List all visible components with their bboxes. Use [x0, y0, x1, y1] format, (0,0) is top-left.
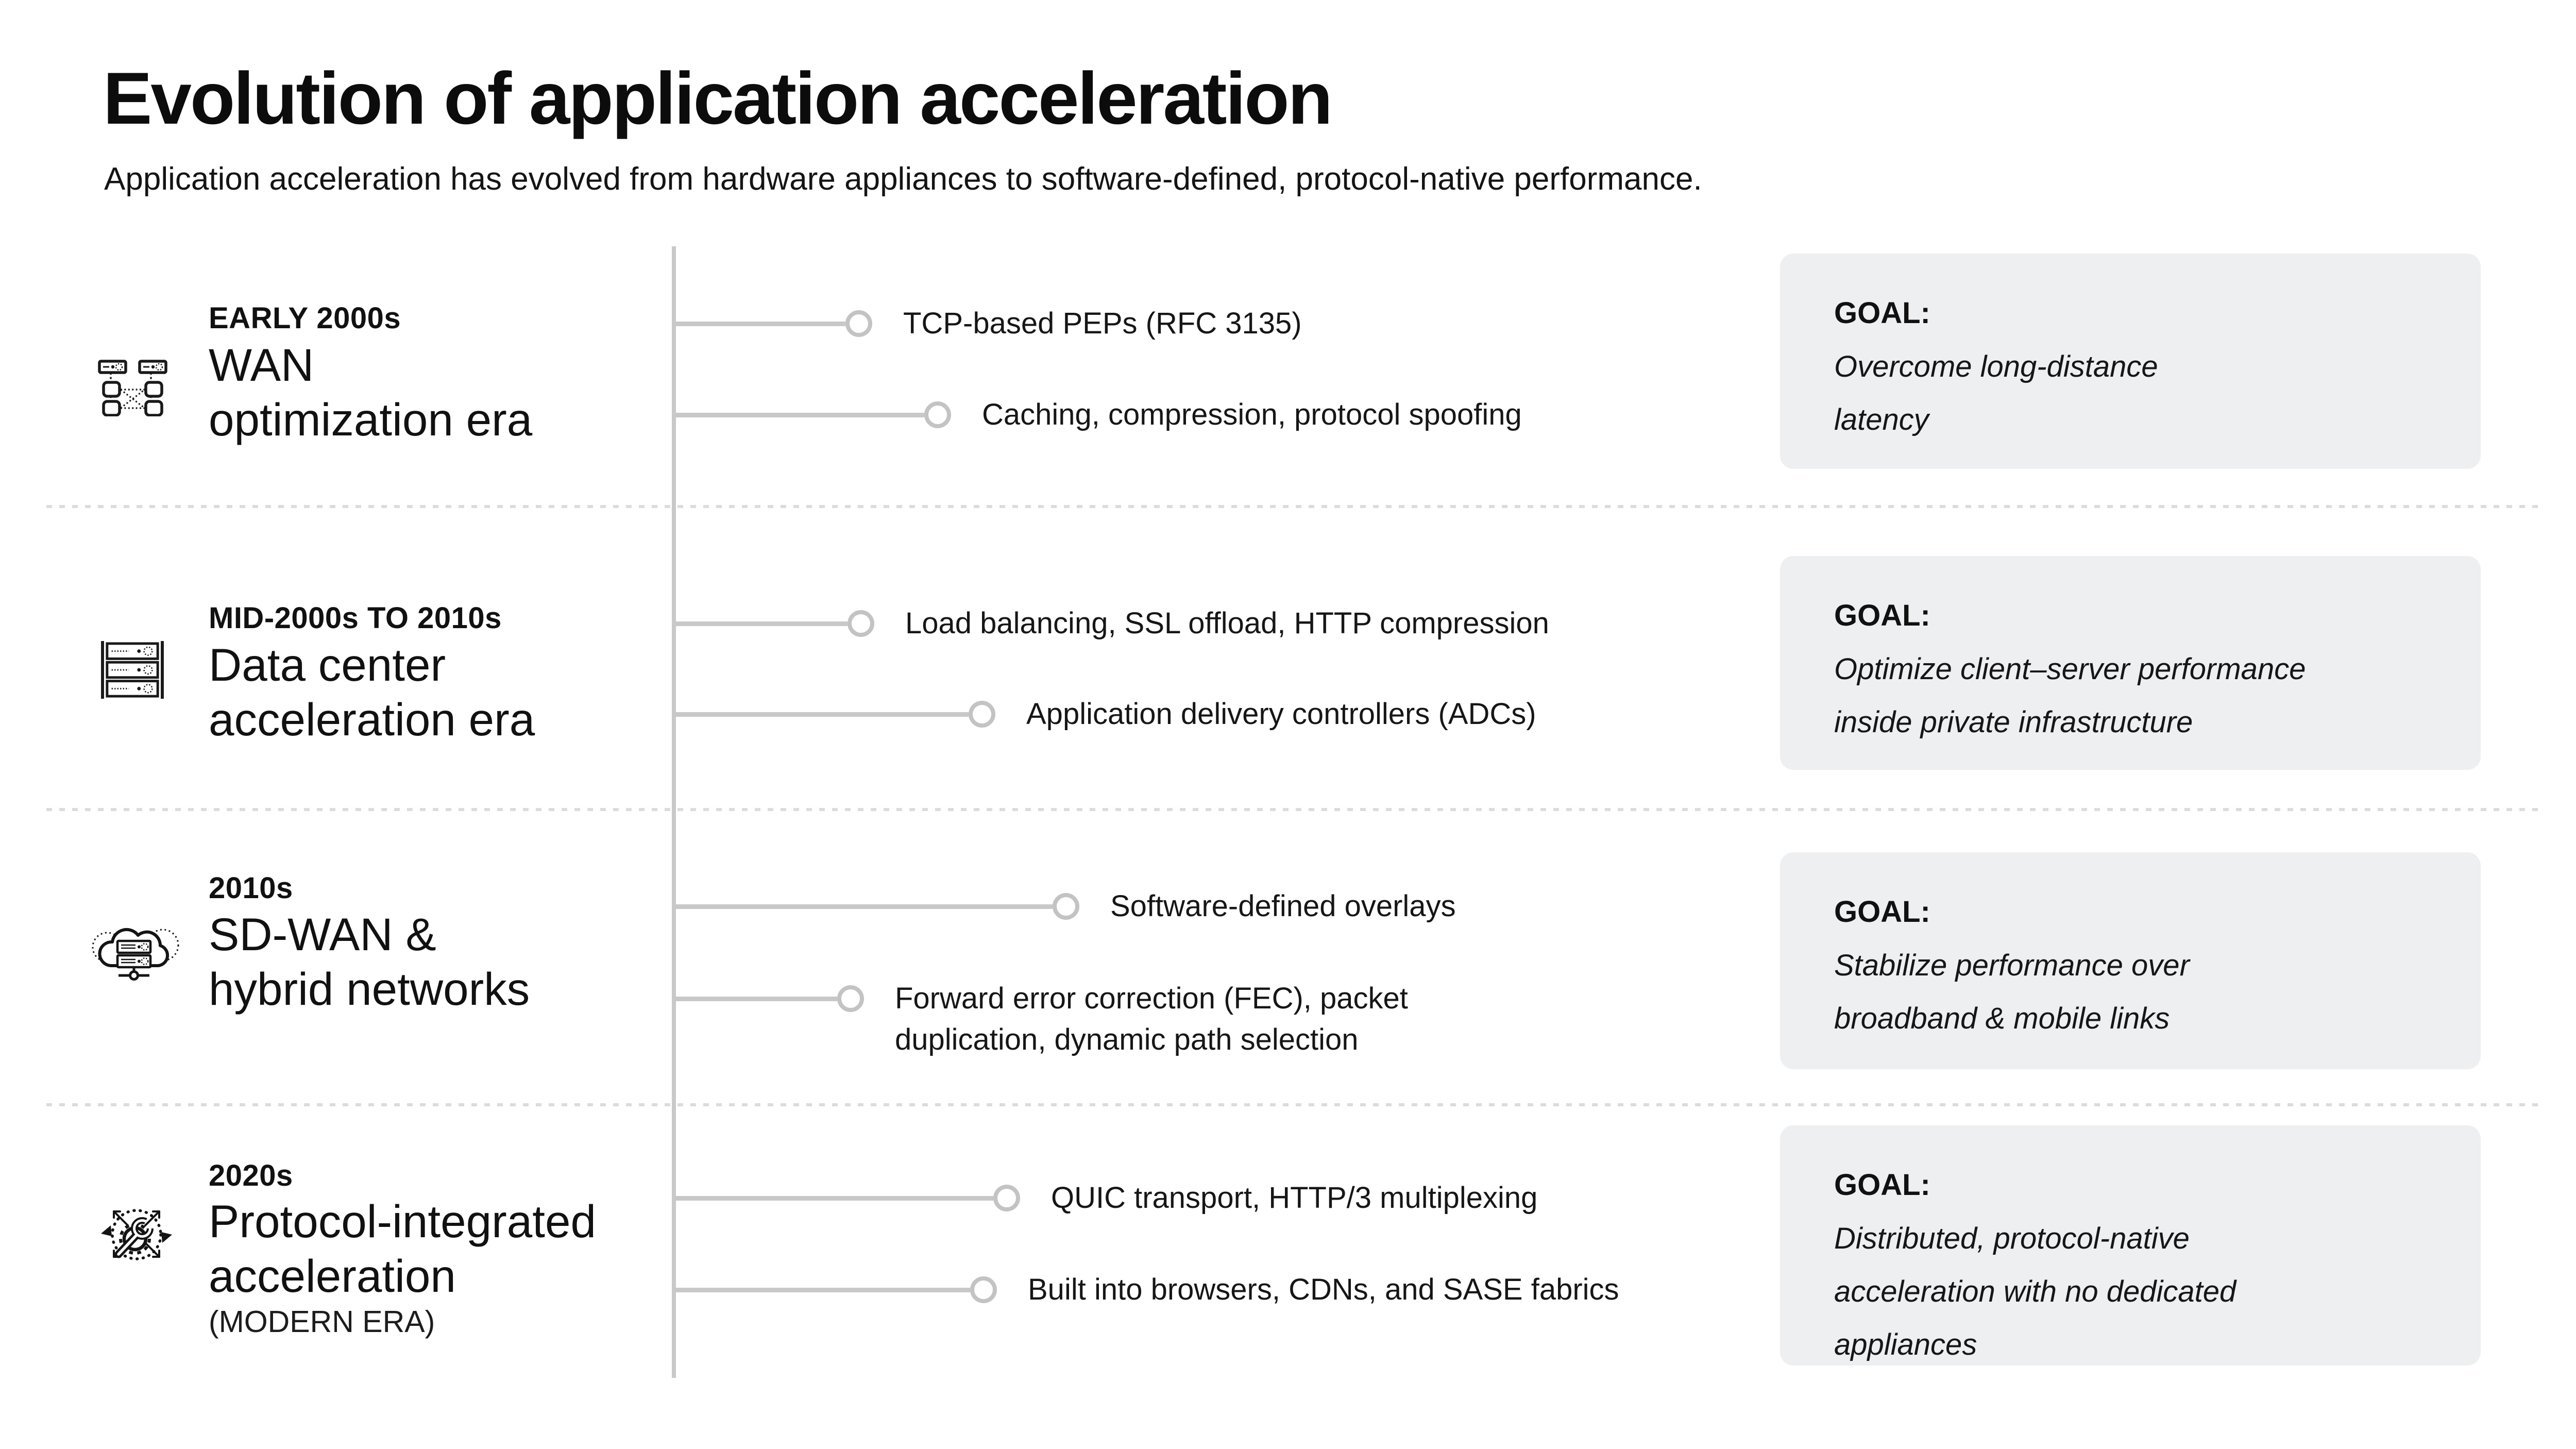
timeline-connector [674, 712, 969, 717]
timeline-connector [674, 904, 1053, 909]
goal-text: Optimize client–server performance insid… [1834, 652, 2306, 739]
era-label: 2010s [209, 871, 293, 905]
server-rack-icon [99, 640, 165, 700]
goal-card: GOAL: Distributed, protocol-native accel… [1780, 1125, 2481, 1366]
goal-card: GOAL: Optimize client–server performance… [1780, 556, 2481, 770]
timeline-connector [674, 1287, 970, 1292]
timeline-node [993, 1185, 1020, 1211]
timeline-connector [674, 321, 845, 326]
timeline-node [969, 701, 995, 728]
row-divider [46, 505, 2544, 508]
timeline-node [970, 1276, 997, 1303]
goal-card: GOAL: Overcome long-distance latency [1780, 254, 2481, 469]
goal-label: GOAL: [1834, 599, 1930, 632]
goal-label: GOAL: [1834, 895, 1930, 929]
timeline-node [837, 985, 864, 1012]
protocol-tools-icon [98, 1195, 175, 1273]
timeline-item-text: Software-defined overlays [1110, 889, 1456, 923]
wan-mesh-icon [98, 360, 167, 416]
era-label: 2020s [209, 1159, 293, 1192]
timeline-connector [674, 1195, 993, 1201]
era-note: (MODERN ERA) [209, 1305, 435, 1339]
timeline-item-text: Caching, compression, protocol spoofing [982, 398, 1522, 431]
sdwan-cloud-icon [87, 918, 182, 982]
timeline-item: Built into browsers, CDNs, and SASE fabr… [674, 1273, 1619, 1306]
timeline-item-text: Load balancing, SSL offload, HTTP compre… [905, 606, 1549, 640]
timeline-connector [674, 996, 837, 1001]
row-divider [46, 808, 2544, 811]
timeline-node [845, 310, 872, 337]
era-title: Protocol-integrated acceleration [209, 1195, 596, 1302]
goal-label: GOAL: [1834, 1168, 1930, 1202]
era-title: Data center acceleration era [209, 639, 535, 745]
timeline-item: TCP-based PEPs (RFC 3135) [674, 307, 1302, 340]
timeline-item-text: Forward error correction (FEC), packet d… [895, 982, 1408, 1056]
timeline-node [1053, 893, 1079, 920]
timeline-item: QUIC transport, HTTP/3 multiplexing [674, 1182, 1537, 1215]
timeline-item: Forward error correction (FEC), packet d… [674, 957, 1408, 1056]
era-title: SD-WAN & hybrid networks [209, 908, 530, 1015]
goal-text: Stabilize performance over broadband & m… [1834, 949, 2190, 1035]
timeline-item-text: QUIC transport, HTTP/3 multiplexing [1051, 1181, 1538, 1215]
goal-text: Overcome long-distance latency [1834, 350, 2158, 436]
page-title: Evolution of application acceleration [103, 58, 1333, 140]
timeline-item: Application delivery controllers (ADCs) [674, 698, 1536, 731]
timeline-connector [674, 621, 848, 626]
timeline-item: Load balancing, SSL offload, HTTP compre… [674, 607, 1549, 640]
goal-label: GOAL: [1834, 296, 1930, 330]
era-label: EARLY 2000s [209, 301, 401, 335]
timeline-item-text: Application delivery controllers (ADCs) [1026, 697, 1536, 731]
timeline-node [924, 401, 951, 428]
timeline-node [848, 610, 874, 637]
goal-text: Distributed, protocol-native acceleratio… [1834, 1222, 2236, 1361]
timeline-item: Caching, compression, protocol spoofing [674, 398, 1522, 431]
timeline-connector [674, 412, 924, 417]
timeline-item-text: TCP-based PEPs (RFC 3135) [903, 307, 1302, 340]
goal-card: GOAL: Stabilize performance over broadba… [1780, 852, 2481, 1069]
timeline-item: Software-defined overlays [674, 890, 1456, 923]
era-label: MID-2000s TO 2010s [209, 601, 502, 635]
era-title: WAN optimization era [209, 339, 533, 445]
row-divider [46, 1103, 2544, 1106]
page-subtitle: Application acceleration has evolved fro… [104, 161, 1702, 197]
timeline-line [672, 246, 676, 1378]
timeline-item-text: Built into browsers, CDNs, and SASE fabr… [1028, 1273, 1619, 1306]
